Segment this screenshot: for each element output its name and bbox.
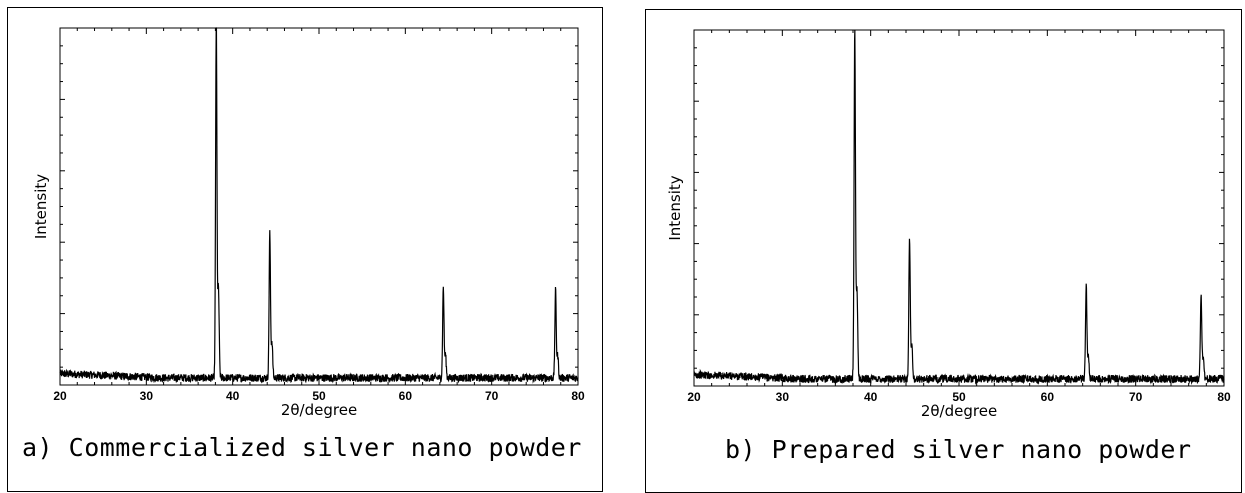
y-axis-title: Intensity [32,174,50,239]
x-tick-label: 40 [226,389,240,403]
x-tick-label: 60 [399,389,413,403]
plot-frame [694,30,1224,386]
x-tick-label: 30 [140,389,154,403]
x-tick-label: 80 [1217,390,1231,404]
x-tick-label: 70 [1129,390,1143,404]
x-axis-title: 2θ/degree [281,401,357,419]
x-tick-label: 80 [571,389,585,403]
x-axis-title: 2θ/degree [921,402,997,420]
plot-frame [60,28,578,385]
x-tick-label: 60 [1041,390,1055,404]
caption-b: b) Prepared silver nano powder [725,435,1192,464]
x-tick-label: 70 [485,389,499,403]
xrd-spectrum-line [694,30,1224,383]
caption-a: a) Commercialized silver nano powder [22,433,582,462]
x-tick-label: 30 [776,390,790,404]
xrd-spectrum-line [60,28,578,382]
x-tick-label: 20 [687,390,701,404]
x-tick-label: 40 [864,390,878,404]
y-axis-title: Intensity [666,175,684,240]
x-tick-label: 20 [53,389,67,403]
